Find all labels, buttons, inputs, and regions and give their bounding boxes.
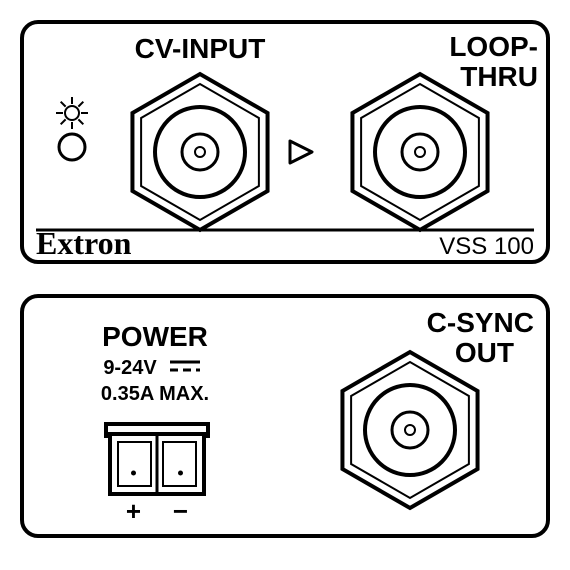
top-panel: CV-INPUTLOOP-THRUExtronVSS 100 [22, 22, 548, 262]
csync-label-line1: C-SYNC [427, 307, 534, 338]
csync-label-line2: OUT [455, 337, 514, 368]
model-label: VSS 100 [439, 233, 534, 260]
bottom-panel: POWER 9-24V 0.35A MAX. C-SYNCOUT + − [22, 296, 548, 536]
power-terminal-block [106, 424, 208, 494]
voltage-label: 9-24V [103, 357, 157, 379]
polarity-plus: + [126, 496, 141, 526]
amperage-label: 0.35A MAX. [101, 383, 209, 405]
power-label: POWER [102, 321, 208, 352]
status-led [59, 134, 85, 160]
loop-thru-label-line2: THRU [460, 61, 538, 92]
cv-input-label: CV-INPUT [135, 33, 266, 64]
loop-thru-label-line1: LOOP- [449, 31, 538, 62]
polarity-minus: − [173, 496, 188, 526]
